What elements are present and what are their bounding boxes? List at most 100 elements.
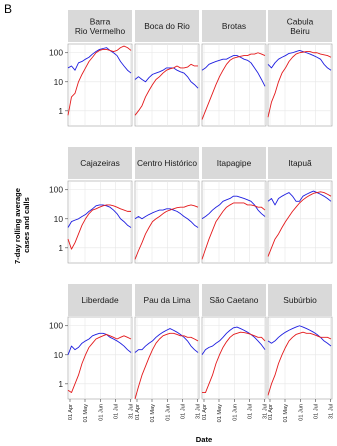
facet-cabula-beiru: Cabula Beiru [267, 10, 333, 127]
facet-strip-label-line: São Caetano [210, 295, 259, 305]
facet-strip [202, 147, 266, 179]
plot-area [67, 180, 133, 264]
y-tick-label: 10 [54, 214, 64, 224]
series-line-calls [134, 67, 199, 89]
x-tick-label: 01 Apr [268, 404, 274, 420]
plot-area [201, 43, 267, 127]
x-tick-label: 31 Jul [263, 404, 269, 419]
y-tick-label: 1 [58, 106, 63, 116]
x-tick-label: 01 Jul [114, 404, 120, 419]
x-tick-label: 01 May [217, 404, 223, 423]
x-tick-label: 01 Jul [181, 404, 187, 419]
x-tick-label: 01 Jul [314, 404, 320, 419]
facet-strip-label: São Caetano [210, 295, 259, 305]
facet-strip [135, 284, 199, 316]
facet-pau-da-lima: Pau da Lima 01 Apr 01 May 01 Jun 01 Jul 31 Ju… [134, 284, 202, 422]
facet-strip-label-line: Cabula [287, 16, 314, 26]
series-line-calls [201, 195, 266, 220]
facet-sao-caetano: São Caetano 01 Apr 01 May 01 Jun 01 Jul 31 Ju… [201, 284, 269, 423]
series-line-cases [134, 63, 198, 116]
facet-strip-label: Cajazeiras [80, 158, 120, 168]
facet-strip-label-line: Itapagipe [217, 158, 252, 168]
facet-strip [135, 147, 199, 179]
facet-panels: Barra Rio Vermelho 1 10 100 Boca do Rio Brotas… [49, 10, 335, 423]
plot-area [134, 316, 200, 400]
x-tick-label: 31 Jul [196, 404, 202, 419]
facet-strip-label: Itapuã [288, 158, 312, 168]
series-line-cases [134, 332, 199, 400]
plot-area [67, 316, 133, 400]
facet-strip [68, 147, 132, 179]
facet-strip-label-line: Itapuã [288, 158, 312, 168]
x-tick-label: 01 Apr [68, 404, 74, 420]
facet-strip [68, 284, 132, 316]
facet-strip-label-line: Beiru [290, 26, 310, 36]
y-axis-title-line-1: 7-day rolling average [13, 188, 22, 264]
facet-strip-label-line: Rio Vermelho [75, 26, 126, 36]
facet-strip-label: Pau da Lima [143, 295, 190, 305]
facet-itapua: Itapuã [267, 147, 333, 264]
facet-strip [202, 10, 266, 42]
facet-strip-label-line: Brotas [222, 21, 246, 31]
series-line-cases [267, 331, 332, 396]
facet-boca-do-rio: Boca do Rio [134, 10, 200, 127]
x-axis-title: Date [196, 435, 212, 444]
facet-strip [268, 10, 332, 42]
series-line-cases [67, 334, 132, 394]
series-line-calls [267, 49, 332, 71]
series-line-cases [202, 331, 266, 394]
x-tick-label: 01 Jun [299, 404, 305, 421]
facet-centro-historico: Centro Histórico [134, 147, 200, 264]
facet-strip-label-line: Liberdade [81, 295, 119, 305]
series-line-calls [201, 55, 266, 87]
x-tick-label: 31 Jul [329, 404, 335, 419]
plot-area [134, 43, 200, 127]
y-axis-title-line-2: cases and calls [22, 197, 31, 253]
facet-strip-label-line: Barra [90, 16, 111, 26]
facet-barra-rio-vermelho: Barra Rio Vermelho 1 10 100 [49, 10, 133, 127]
series-line-calls [67, 47, 132, 74]
y-tick-label: 100 [49, 48, 63, 58]
x-tick-label: 31 Jul [129, 404, 135, 419]
series-line-calls [267, 190, 332, 206]
y-tick-label: 10 [54, 350, 64, 360]
y-tick-label: 1 [58, 379, 63, 389]
facet-strip [202, 284, 266, 316]
y-axis-title: 7-day rolling average cases and calls [13, 186, 31, 264]
series-line-calls [67, 204, 132, 228]
facet-strip-label: Liberdade [81, 295, 119, 305]
facet-strip [135, 10, 199, 42]
facet-itapagipe: Itapagipe [201, 147, 267, 264]
plot-area [267, 180, 333, 264]
facet-strip-label: Cabula Beiru [287, 16, 314, 36]
series-line-calls [67, 332, 132, 355]
facet-strip [68, 10, 132, 42]
x-tick-label: 01 Jun [166, 404, 172, 421]
plot-area [67, 43, 133, 127]
facet-strip-label-line: Pau da Lima [143, 295, 190, 305]
series-line-cases [67, 45, 132, 116]
x-tick-label: 01 May [283, 404, 289, 423]
facet-strip-label: Centro Histórico [137, 158, 197, 168]
series-line-cases [267, 51, 332, 118]
series-line-calls [134, 208, 199, 228]
facet-strip-label: Brotas [222, 21, 246, 31]
plot-area [134, 180, 200, 264]
facet-strip-label: Barra Rio Vermelho [75, 16, 126, 36]
x-tick-label: 01 May [83, 404, 89, 423]
plot-area [267, 43, 333, 127]
series-line-cases [67, 204, 131, 250]
facet-strip-label: Subúrbio [283, 295, 317, 305]
series-line-cases [267, 191, 332, 257]
facet-strip [268, 147, 332, 179]
series-line-calls [201, 326, 266, 356]
facet-strip-label-line: Cajazeiras [80, 158, 120, 168]
y-tick-label: 100 [49, 185, 63, 195]
y-tick-label: 10 [54, 77, 64, 87]
x-tick-label: 01 Jun [99, 404, 105, 421]
series-line-calls [134, 328, 199, 353]
plot-area [201, 180, 267, 264]
facet-cajazeiras: Cajazeiras 1 10 100 [49, 147, 133, 264]
facet-strip-label: Itapagipe [217, 158, 252, 168]
